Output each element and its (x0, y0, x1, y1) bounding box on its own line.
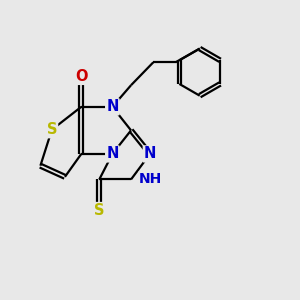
Text: S: S (46, 122, 57, 137)
Text: S: S (94, 203, 104, 218)
Text: N: N (106, 146, 118, 161)
Text: N: N (106, 99, 118, 114)
Text: O: O (75, 69, 88, 84)
Text: NH: NH (139, 172, 163, 186)
Text: N: N (144, 146, 156, 161)
